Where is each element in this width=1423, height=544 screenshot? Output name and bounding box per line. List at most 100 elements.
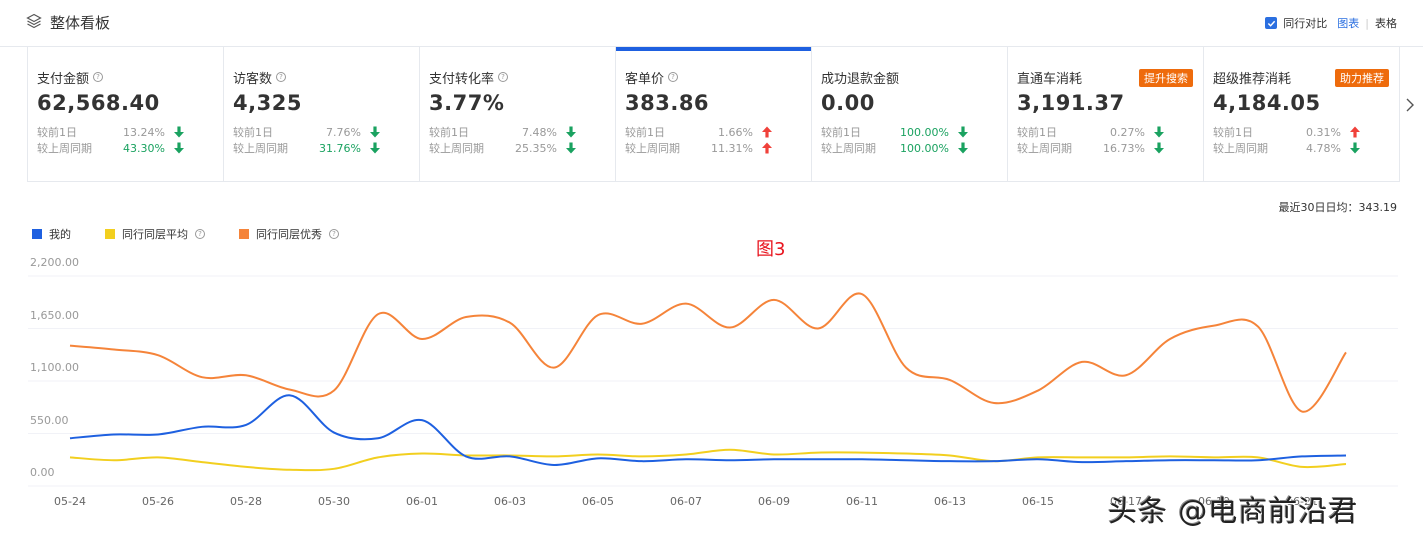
chevron-right-icon xyxy=(1406,98,1414,112)
compare-label: 较上周同期 xyxy=(37,142,92,155)
compare-previous-day: 较前1日 1.66% xyxy=(625,124,775,140)
view-separator: | xyxy=(1365,16,1369,30)
legend-item[interactable]: 同行同层平均 ? xyxy=(105,226,205,242)
metric-card[interactable]: 成功退款金额 0.00 较前1日 100.00% 较上周同期 100.00% xyxy=(812,47,1008,182)
metric-label-wrap: 客单价 ? xyxy=(625,69,811,87)
compare-percent: 13.24% xyxy=(123,125,165,139)
compare-percent: 7.48% xyxy=(522,125,557,139)
y-tick-label: 0.00 xyxy=(30,466,55,479)
compare-label: 较上周同期 xyxy=(625,142,680,155)
x-tick-label: 05-30 xyxy=(318,495,350,508)
compare-percent: 43.30% xyxy=(123,141,165,155)
series-line[interactable] xyxy=(69,394,1347,467)
compare-percent: 1.66% xyxy=(718,125,753,139)
metric-label: 支付转化率 xyxy=(429,71,495,87)
y-tick-label: 1,100.00 xyxy=(30,361,79,374)
legend-label: 同行同层平均 xyxy=(122,228,188,241)
metric-label-wrap: 直通车消耗 xyxy=(1017,69,1203,87)
compare-last-week: 较上周同期 4.78% xyxy=(1213,140,1363,156)
figure-label: 图3 xyxy=(756,239,786,260)
compare-percent: 100.00% xyxy=(900,141,949,155)
help-icon[interactable]: ? xyxy=(498,72,509,82)
metric-label: 访客数 xyxy=(233,71,273,87)
arrow-up-icon xyxy=(762,126,772,138)
comparison-block: 较前1日 7.48% 较上周同期 25.35% xyxy=(429,124,615,156)
peer-compare-label[interactable]: 同行对比 xyxy=(1283,17,1328,30)
arrow-down-icon xyxy=(1154,142,1164,154)
help-icon[interactable]: ? xyxy=(276,72,287,82)
x-tick-label: 06-15 xyxy=(1022,495,1054,508)
compare-last-week: 较上周同期 11.31% xyxy=(625,140,775,156)
compare-percent: 0.27% xyxy=(1110,125,1145,139)
check-icon xyxy=(1267,20,1275,27)
metric-value: 4,184.05 xyxy=(1213,91,1321,115)
arrow-down-icon xyxy=(1154,126,1164,138)
metric-value: 62,568.40 xyxy=(37,91,160,115)
metric-label: 支付金额 xyxy=(37,71,90,87)
metric-card[interactable]: 直通车消耗 提升搜索 3,191.37 较前1日 0.27% 较上周同期 16.… xyxy=(1008,47,1204,182)
compare-previous-day: 较前1日 7.76% xyxy=(233,124,383,140)
help-icon[interactable]: ? xyxy=(93,72,104,82)
peer-compare-checkbox[interactable] xyxy=(1265,17,1278,29)
metric-label-wrap: 支付转化率 ? xyxy=(429,69,615,87)
arrow-down-icon xyxy=(174,142,184,154)
metric-label: 直通车消耗 xyxy=(1017,71,1083,87)
metric-value: 3.77% xyxy=(429,91,505,115)
y-tick-label: 2,200.00 xyxy=(30,256,79,269)
comparison-block: 较前1日 7.76% 较上周同期 31.76% xyxy=(233,124,419,156)
metric-cards: 支付金额 ? 62,568.40 较前1日 13.24% 较上周同期 43.30… xyxy=(27,47,1400,182)
compare-label: 较上周同期 xyxy=(821,142,876,155)
promo-badge[interactable]: 助力推荐 xyxy=(1335,69,1389,87)
legend-swatch xyxy=(32,229,42,239)
legend-swatch xyxy=(105,229,115,239)
metric-value: 383.86 xyxy=(625,91,710,115)
arrow-down-icon xyxy=(174,126,184,138)
trend-line-chart xyxy=(28,275,1398,487)
metric-value: 4,325 xyxy=(233,91,302,115)
legend-item[interactable]: 同行同层优秀 ? xyxy=(239,226,339,242)
compare-label: 较前1日 xyxy=(429,126,469,139)
compare-label: 较前1日 xyxy=(1213,126,1253,139)
page-title: 整体看板 xyxy=(50,14,111,32)
view-controls: 同行对比 图表 | 表格 xyxy=(1265,15,1397,31)
arrow-down-icon xyxy=(370,142,380,154)
metric-card[interactable]: 支付金额 ? 62,568.40 较前1日 13.24% 较上周同期 43.30… xyxy=(28,47,224,182)
compare-percent: 11.31% xyxy=(711,141,753,155)
compare-last-week: 较上周同期 16.73% xyxy=(1017,140,1167,156)
series-line[interactable] xyxy=(69,292,1347,413)
y-tick-label: 1,650.00 xyxy=(30,308,79,322)
metric-label: 客单价 xyxy=(625,71,665,87)
compare-percent: 4.78% xyxy=(1306,141,1341,155)
x-tick-label: 06-09 xyxy=(758,495,790,508)
metric-card[interactable]: 支付转化率 ? 3.77% 较前1日 7.48% 较上周同期 25.35% xyxy=(420,47,616,182)
x-tick-label: 06-13 xyxy=(934,495,966,508)
compare-label: 较上周同期 xyxy=(233,142,288,155)
legend-item[interactable]: 我的 xyxy=(32,226,71,242)
metric-value: 0.00 xyxy=(821,91,875,115)
series-line[interactable] xyxy=(69,448,1347,472)
x-tick-label: 06-21 xyxy=(1286,495,1318,508)
metric-card[interactable]: 访客数 ? 4,325 较前1日 7.76% 较上周同期 31.76% xyxy=(224,47,420,182)
compare-label: 较前1日 xyxy=(233,126,273,139)
help-icon[interactable]: ? xyxy=(329,229,339,239)
x-tick-label: 06-01 xyxy=(406,495,438,508)
view-table-link[interactable]: 表格 xyxy=(1375,17,1397,30)
help-icon[interactable]: ? xyxy=(668,72,679,82)
promo-badge[interactable]: 提升搜索 xyxy=(1139,69,1193,87)
view-chart-link[interactable]: 图表 xyxy=(1337,17,1360,30)
arrow-up-icon xyxy=(762,142,772,154)
help-icon[interactable]: ? xyxy=(195,229,205,239)
legend-label: 同行同层优秀 xyxy=(256,228,322,241)
metric-card[interactable]: 客单价 ? 383.86 较前1日 1.66% 较上周同期 11.31% xyxy=(616,47,812,182)
compare-percent: 7.76% xyxy=(326,125,361,139)
metric-card[interactable]: 超级推荐消耗 助力推荐 4,184.05 较前1日 0.31% 较上周同期 4.… xyxy=(1204,47,1400,182)
y-tick-label: 550.00 xyxy=(30,413,69,427)
layers-icon xyxy=(26,13,42,33)
compare-label: 较前1日 xyxy=(625,126,665,139)
next-cards-button[interactable] xyxy=(1405,97,1415,113)
compare-previous-day: 较前1日 7.48% xyxy=(429,124,579,140)
compare-percent: 16.73% xyxy=(1103,141,1145,155)
arrow-down-icon xyxy=(370,126,380,138)
comparison-block: 较前1日 100.00% 较上周同期 100.00% xyxy=(821,124,1007,156)
x-tick-label: 05-28 xyxy=(230,495,262,508)
